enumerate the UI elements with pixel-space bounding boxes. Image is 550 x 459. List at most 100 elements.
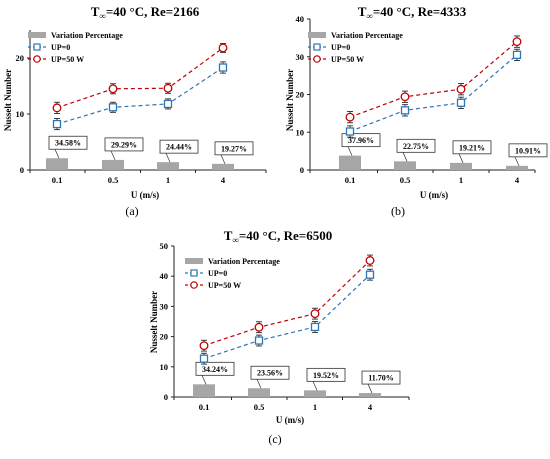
y-tick-label: 40 (296, 14, 305, 24)
y-tick-label: 0 (164, 392, 168, 402)
callout-leader (514, 156, 520, 166)
x-tick-label: 4 (221, 175, 226, 185)
y-tick-label: 20 (160, 332, 169, 342)
callout-leader (54, 149, 60, 159)
variation-bar (102, 159, 124, 170)
x-tick-label: 1 (166, 175, 170, 185)
y-tick-label: 10 (16, 109, 25, 119)
series-line-up0 (349, 54, 518, 133)
legend-swatch-variation (308, 32, 326, 38)
legend-label: UP=0 (331, 43, 350, 52)
callout-box (452, 140, 492, 155)
y-tick-label: 30 (160, 301, 169, 311)
callout-leader (165, 153, 171, 163)
x-tick-label: 0.5 (108, 175, 119, 185)
callout-box (508, 143, 548, 158)
data-point-up50 (52, 103, 62, 113)
variation-label: 29.29% (111, 140, 137, 149)
panel-label: (a) (125, 204, 138, 218)
y-tick-label: 10 (160, 362, 169, 372)
variation-label: 10.91% (515, 146, 541, 155)
x-tick-label: 0.1 (345, 175, 356, 185)
variation-bar (212, 163, 234, 170)
callout-box (361, 370, 401, 385)
callout-leader (402, 152, 408, 162)
y-tick-label: 0 (20, 165, 24, 175)
data-point-up50 (310, 309, 320, 319)
variation-label: 23.56% (257, 369, 283, 378)
callout-leader (201, 375, 207, 385)
x-tick-label: 0.5 (400, 175, 411, 185)
y-tick-label: 10 (296, 127, 305, 137)
variation-label: 19.21% (459, 143, 485, 152)
data-point-up0 (199, 354, 209, 363)
chart-panel-2: T∞=40 °C, Re=4333 0 10 20 30 40 0.1 0.5 1 4 U (m/s… (285, 4, 548, 218)
legend-label: Variation Percentage (331, 31, 403, 40)
data-point-up0 (365, 270, 375, 279)
series-line-up0 (56, 67, 224, 125)
y-axis-label: Nusselt Number (3, 69, 13, 131)
x-tick-label: 4 (368, 402, 373, 412)
callout-leader (312, 381, 318, 391)
panel-label: (b) (391, 204, 405, 218)
series-line-up50 (56, 47, 224, 109)
variation-label: 34.58% (55, 139, 81, 148)
legend-label: UP=50 W (331, 55, 364, 64)
legend-label: UP=0 (208, 269, 227, 278)
variation-bar (394, 161, 416, 170)
variation-bar (506, 165, 528, 170)
callout-box (159, 139, 199, 154)
callout-box (396, 138, 436, 153)
x-axis-label: U (m/s) (420, 190, 448, 200)
variation-bar (248, 388, 270, 397)
chart-title: T∞=40 °C, Re=4333 (358, 4, 467, 21)
chart-title: T∞=40 °C, Re=2166 (91, 4, 200, 21)
data-point-up0 (218, 63, 228, 72)
y-tick-label: 0 (300, 165, 304, 175)
legend-label: UP=0 (51, 43, 70, 52)
y-axis-label: Nusselt Number (149, 291, 159, 353)
callout-leader (256, 379, 262, 389)
x-tick-label: 1 (459, 175, 463, 185)
variation-label: 34.24% (202, 365, 228, 374)
data-point-up50 (218, 43, 228, 53)
variation-label: 19.52% (313, 371, 339, 380)
variation-bar (450, 162, 472, 170)
y-axis-label: Nusselt Number (285, 69, 295, 131)
variation-bar (46, 158, 68, 170)
chart-panel-1: T∞=40 °C, Re=2166 0 10 20 0.1 0.5 1 4 U (m/s) Nus… (3, 4, 267, 218)
legend-label: Variation Percentage (208, 257, 280, 266)
variation-label: 24.44% (166, 143, 192, 152)
data-point-up0 (345, 127, 355, 136)
x-tick-label: 1 (313, 402, 317, 412)
variation-bar (193, 384, 215, 397)
chart-title: T∞=40 °C, Re=6500 (224, 228, 332, 245)
data-point-up50 (108, 84, 118, 94)
legend-marker-square (33, 43, 41, 51)
variation-label: 37.96% (348, 136, 374, 145)
legend-marker-square (313, 43, 321, 51)
callout-box (48, 135, 88, 150)
legend-marker-circle (313, 55, 321, 63)
y-tick-label: 20 (16, 53, 25, 63)
callout-box (214, 141, 254, 156)
callout-leader (110, 150, 116, 161)
data-point-up0 (512, 50, 522, 60)
series-line-up50 (203, 260, 371, 347)
variation-label: 19.27% (221, 144, 247, 153)
y-tick-label: 20 (296, 90, 305, 100)
series-line-up0 (203, 274, 371, 360)
variation-bar (339, 155, 361, 170)
x-tick-label: 0.5 (254, 402, 265, 412)
data-point-up0 (456, 98, 466, 107)
data-point-up50 (163, 83, 173, 93)
data-point-up0 (108, 103, 118, 112)
callout-box (306, 367, 346, 382)
data-point-up50 (254, 322, 264, 332)
legend-swatch-variation (28, 32, 46, 38)
callout-leader (458, 153, 464, 163)
legend-label: Variation Percentage (51, 31, 123, 40)
data-point-up50 (456, 84, 466, 94)
callout-leader (220, 154, 226, 164)
